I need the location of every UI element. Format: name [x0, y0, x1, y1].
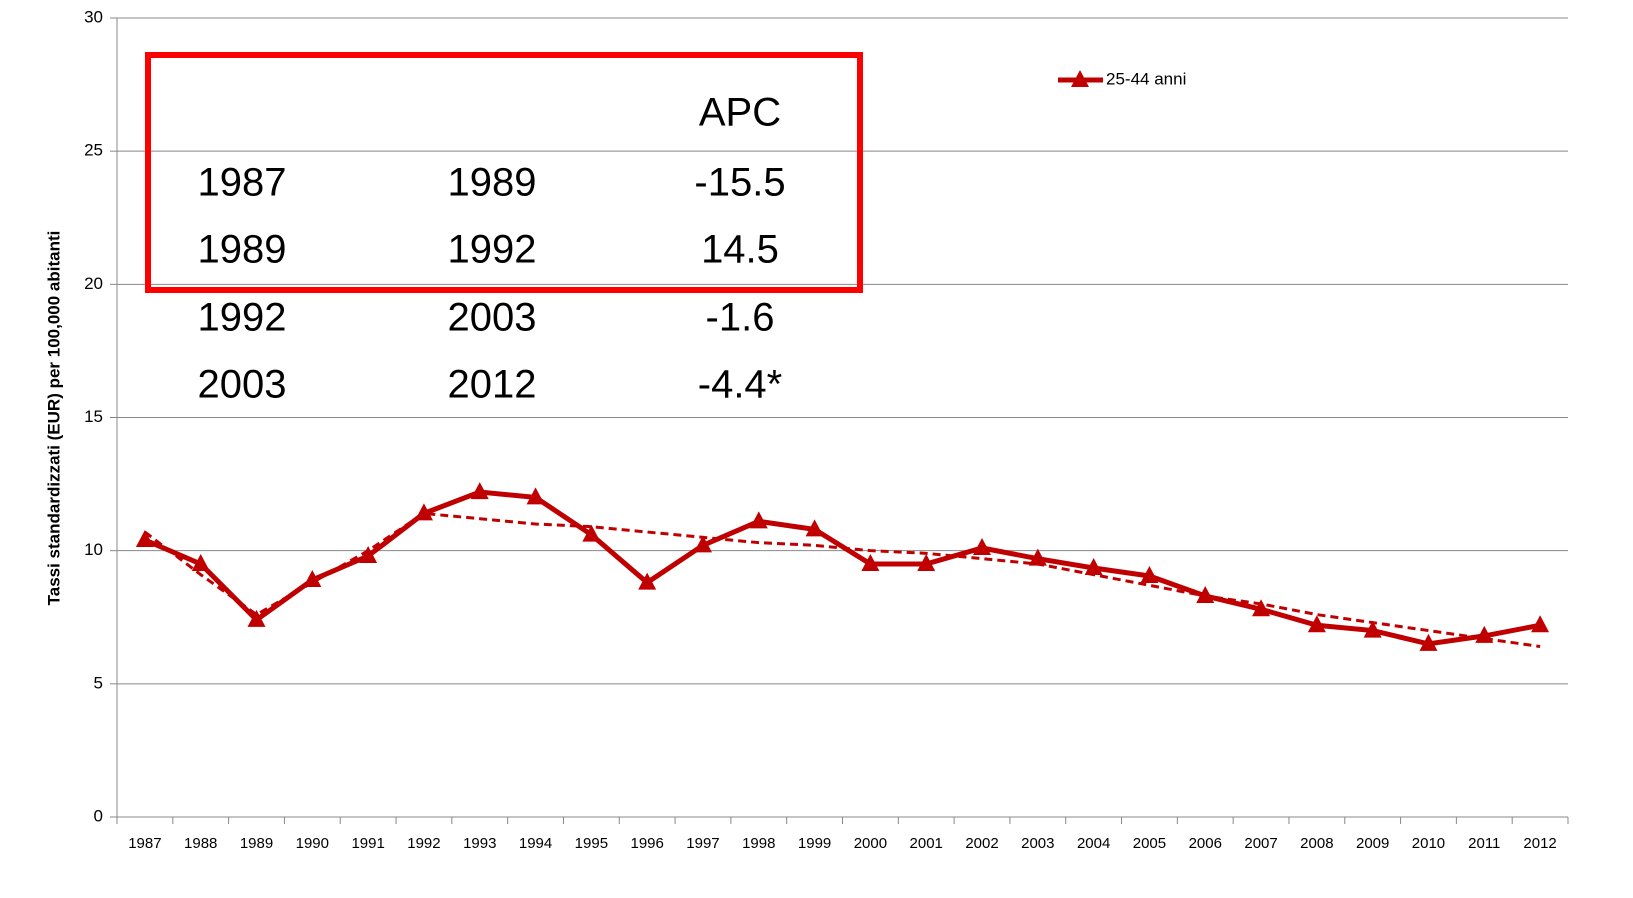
table-cell: 1989 — [198, 228, 287, 272]
x-tick-label: 1999 — [798, 835, 831, 852]
marker — [359, 545, 378, 563]
x-tick-label: 1992 — [407, 835, 440, 852]
x-tick-label: 1989 — [240, 835, 273, 852]
x-tick-label: 1997 — [686, 835, 719, 852]
series-line — [143, 489, 1541, 647]
x-tick-label: 2006 — [1189, 835, 1222, 852]
x-tick-label: 2005 — [1133, 835, 1166, 852]
marker — [1531, 615, 1550, 633]
x-tick-label: 1995 — [575, 835, 608, 852]
marker — [1363, 620, 1382, 638]
marker — [247, 609, 266, 627]
highlight-box — [145, 52, 863, 293]
y-tick-label: 15 — [84, 407, 103, 426]
marker — [1307, 615, 1326, 633]
table-cell: -15.5 — [694, 161, 785, 205]
y-tick-label: 5 — [94, 673, 103, 692]
x-tick-label: 2011 — [1468, 835, 1500, 852]
y-axis-label: Tassi standardizzati (EUR) per 100,000 a… — [44, 231, 63, 606]
x-tick-label: 2010 — [1412, 835, 1445, 852]
marker — [1419, 633, 1438, 651]
y-tick-label: 30 — [84, 7, 103, 26]
marker — [1028, 548, 1047, 566]
x-tick-label: 2003 — [1021, 835, 1054, 852]
x-tick-label: 1990 — [296, 835, 329, 852]
y-tick-label: 25 — [84, 141, 103, 160]
table-cell: 2003 — [448, 296, 537, 340]
marker — [693, 535, 712, 553]
marker — [1252, 599, 1271, 617]
x-tick-label: 2000 — [854, 835, 887, 852]
x-tick-label: 1998 — [742, 835, 775, 852]
table-cell: 14.5 — [701, 228, 779, 272]
marker — [1475, 625, 1494, 643]
marker — [191, 553, 210, 571]
x-tick-label: 2008 — [1300, 835, 1333, 852]
x-tick-label: 1996 — [630, 835, 663, 852]
legend-label: 25-44 anni — [1106, 69, 1186, 88]
y-tick-label: 0 — [94, 806, 103, 825]
marker — [749, 511, 768, 529]
marker — [303, 569, 322, 587]
marker — [638, 572, 657, 590]
x-tick-label: 1988 — [184, 835, 217, 852]
x-tick-label: 1991 — [351, 835, 384, 852]
table-cell: -1.6 — [706, 296, 775, 340]
x-tick-label: 2009 — [1356, 835, 1389, 852]
x-tick-label: 1993 — [463, 835, 496, 852]
marker — [861, 553, 880, 571]
x-tick-label: 1987 — [128, 835, 161, 852]
table-cell: 2012 — [448, 363, 537, 407]
marker — [1140, 565, 1159, 583]
table-cell: 1989 — [448, 161, 537, 205]
table-cell: -4.4* — [698, 363, 783, 407]
x-tick-label: 2007 — [1244, 835, 1277, 852]
marker — [526, 487, 545, 505]
marker — [582, 524, 601, 542]
marker — [1196, 585, 1215, 603]
table-cell: 1992 — [448, 228, 537, 272]
legend-marker — [1071, 70, 1089, 87]
x-tick-label: 2002 — [965, 835, 998, 852]
marker — [1084, 557, 1103, 575]
marker — [414, 503, 433, 521]
x-tick-label: 1994 — [519, 835, 552, 852]
marker — [917, 553, 936, 571]
table-header: APC — [699, 91, 781, 135]
table-cell: 1987 — [198, 161, 287, 205]
y-tick-label: 20 — [84, 274, 103, 293]
table-cell: 2003 — [198, 363, 287, 407]
y-tick-label: 10 — [84, 540, 103, 559]
x-tick-label: 2001 — [910, 835, 943, 852]
x-tick-label: 2012 — [1523, 835, 1556, 852]
marker — [470, 482, 489, 500]
x-tick-label: 2004 — [1077, 835, 1110, 852]
marker — [805, 519, 824, 537]
marker — [973, 538, 992, 556]
table-cell: 1992 — [198, 296, 287, 340]
marker — [135, 530, 154, 548]
